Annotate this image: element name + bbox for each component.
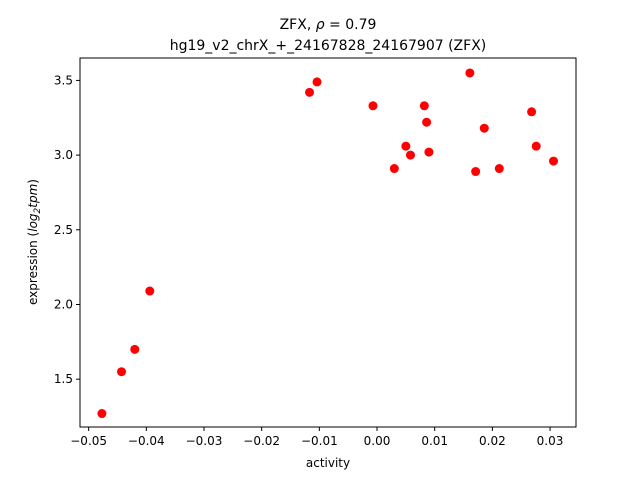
- y-axis-label: expression (log2tpm): [26, 179, 43, 305]
- data-point-8: [401, 141, 411, 151]
- data-point-15: [479, 123, 489, 133]
- title-prefix: ZFX,: [280, 17, 316, 33]
- data-point-0: [97, 409, 107, 419]
- data-point-2: [130, 344, 140, 354]
- y-tick-label-3: 3.0: [54, 148, 73, 162]
- data-point-9: [405, 150, 415, 160]
- y-tick-label-4: 3.5: [54, 73, 73, 87]
- ylabel-suffix: ): [26, 179, 40, 184]
- data-point-12: [424, 147, 434, 157]
- axes-frame: [79, 57, 577, 428]
- data-point-4: [305, 87, 315, 97]
- data-point-17: [527, 107, 537, 117]
- ylabel-math: log: [26, 213, 40, 232]
- x-tick-label-0: −0.05: [70, 434, 107, 448]
- x-tick-label-2: −0.03: [186, 434, 223, 448]
- plot-area: [97, 68, 559, 419]
- data-point-19: [549, 156, 559, 166]
- chart-title-line2: hg19_v2_chrX_+_24167828_24167907 (ZFX): [170, 38, 487, 54]
- data-point-13: [465, 68, 475, 78]
- y-tick-label-0: 1.5: [54, 372, 73, 386]
- data-point-5: [312, 77, 322, 87]
- x-tick-label-8: 0.03: [537, 434, 564, 448]
- data-point-1: [117, 367, 127, 377]
- data-point-18: [531, 141, 541, 151]
- data-point-11: [422, 117, 432, 127]
- data-point-16: [494, 164, 504, 174]
- ylabel-subscript: 2: [33, 207, 43, 213]
- data-point-3: [145, 286, 155, 296]
- chart-title-line1: ZFX, ρ = 0.79: [280, 17, 377, 33]
- data-point-7: [389, 164, 399, 174]
- title-rho-symbol: ρ: [316, 17, 325, 33]
- x-tick-label-7: 0.02: [479, 434, 506, 448]
- x-tick-label-3: −0.02: [243, 434, 280, 448]
- y-tick-label-1: 2.0: [54, 297, 73, 311]
- data-point-10: [419, 101, 429, 111]
- ylabel-prefix: expression (: [26, 232, 40, 305]
- x-tick-label-4: −0.01: [301, 434, 338, 448]
- x-axis-label: activity: [306, 456, 350, 470]
- ylabel-math2: tpm: [26, 184, 40, 208]
- data-point-14: [471, 167, 481, 177]
- data-point-6: [368, 101, 378, 111]
- title-suffix: = 0.79: [325, 17, 377, 33]
- y-tick-label-2: 2.5: [54, 223, 73, 237]
- x-tick-label-1: −0.04: [128, 434, 165, 448]
- y-axis: 1.5 2.0 2.5 3.0 3.5: [54, 73, 80, 386]
- x-tick-label-6: 0.01: [421, 434, 448, 448]
- x-tick-label-5: 0.00: [364, 434, 391, 448]
- x-axis: −0.05 −0.04 −0.03 −0.02 −0.01 0.00 0.01 0.02 0.0…: [70, 427, 563, 448]
